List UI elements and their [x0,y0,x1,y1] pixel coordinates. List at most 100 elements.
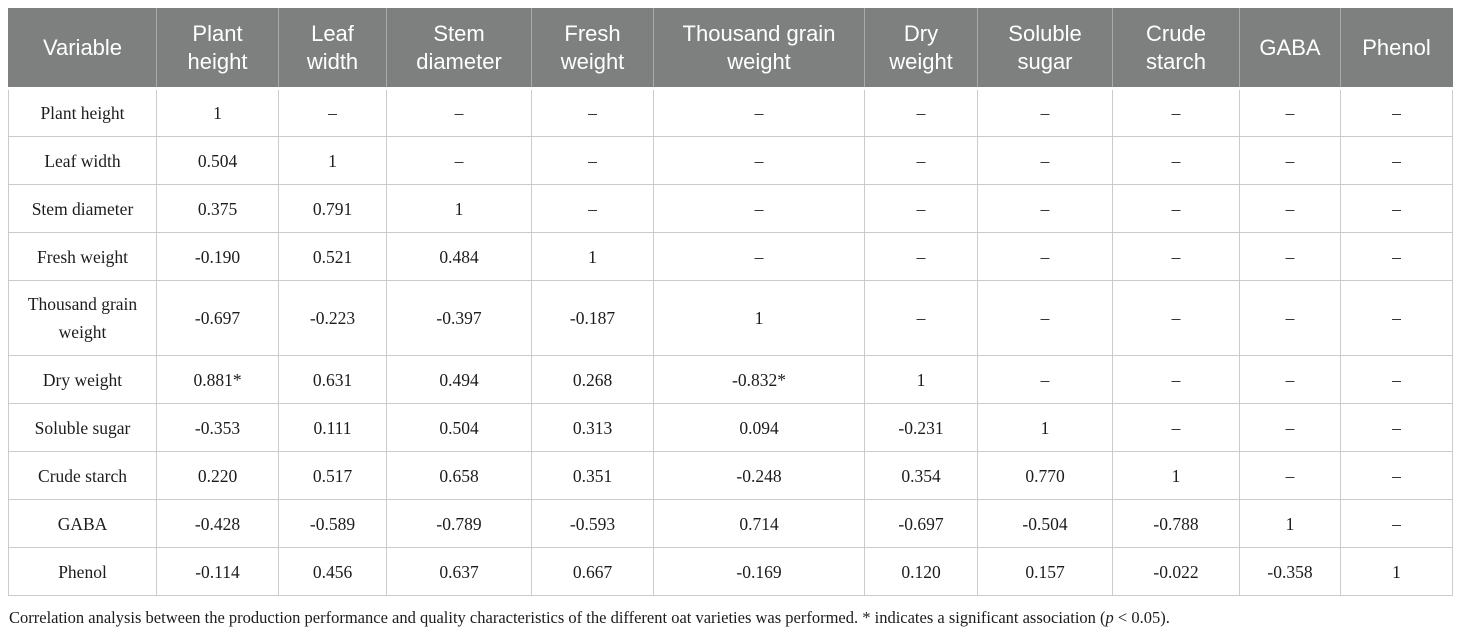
correlation-cell: 0.504 [156,136,279,185]
correlation-cell: – [1239,88,1341,137]
correlation-cell: – [1239,136,1341,185]
table-row: Thousand grain weight -0.697 -0.223 -0.397-… [8,280,1453,356]
correlation-cell: 0.770 [977,451,1113,500]
correlation-cell: – [531,88,654,137]
table-caption: Correlation analysis between the product… [9,607,1452,628]
table-row: Crude starch 0.220 0.517 0.658 0.351 -0.248 0.… [8,451,1453,500]
correlation-cell: – [977,184,1113,233]
correlation-cell: – [1340,88,1453,137]
correlation-cell: – [1340,232,1453,281]
correlation-cell: -0.358 [1239,547,1341,596]
correlation-cell: -0.022 [1112,547,1240,596]
correlation-cell: – [1239,280,1341,356]
correlation-cell: – [1112,136,1240,185]
correlation-cell: – [1340,280,1453,356]
correlation-cell: 0.637 [386,547,532,596]
correlation-cell: – [1239,451,1341,500]
correlation-cell: – [1112,403,1240,452]
caption-p-symbol: p [1105,608,1114,627]
correlation-cell: 1 [386,184,532,233]
correlation-cell: 0.631 [278,355,387,404]
correlation-cell: 0.521 [278,232,387,281]
correlation-cell: 0.094 [653,403,865,452]
correlation-cell: – [977,136,1113,185]
correlation-cell: 0.157 [977,547,1113,596]
correlation-cell: – [864,136,978,185]
correlation-cell: – [1239,184,1341,233]
correlation-cell: – [531,136,654,185]
correlation-cell: -0.248 [653,451,865,500]
correlation-cell: – [1340,403,1453,452]
correlation-cell: -0.697 [864,499,978,548]
correlation-cell: – [864,184,978,233]
table-row: Fresh weight -0.190 0.521 0.484 1– – – – – – [8,232,1453,281]
correlation-cell: – [864,232,978,281]
correlation-cell: 1 [1112,451,1240,500]
correlation-cell: – [653,136,865,185]
correlation-cell: – [1340,355,1453,404]
correlation-cell: 1 [1239,499,1341,548]
row-label-crude-starch: Crude starch [8,451,157,500]
correlation-cell: 0.658 [386,451,532,500]
table-row: Stem diameter 0.375 0.791 1– – – – – – – [8,184,1453,233]
table-row: Leaf width 0.504 1– – – – – – – – [8,136,1453,185]
correlation-cell: – [977,88,1113,137]
correlation-cell: -0.832* [653,355,865,404]
correlation-cell: 0.220 [156,451,279,500]
column-header-variable: Variable [8,8,157,90]
correlation-cell: – [386,88,532,137]
correlation-cell: 0.494 [386,355,532,404]
caption-text-end: < 0.05). [1113,608,1170,627]
correlation-cell: – [1112,280,1240,356]
correlation-cell: – [1340,184,1453,233]
correlation-cell: 0.881* [156,355,279,404]
table-body: Plant height 1– – – – – – – – – Leaf width 0.504 1– –… [8,88,1453,596]
correlation-cell: – [1112,355,1240,404]
correlation-cell: – [1239,232,1341,281]
table-row: Dry weight 0.881* 0.631 0.494 0.268 -0.832* 1–… [8,355,1453,404]
table-row: GABA -0.428 -0.589 -0.789 -0.593 0.714 -0.697-… [8,499,1453,548]
row-label-phenol: Phenol [8,547,157,596]
column-header-phenol: Phenol [1340,8,1453,90]
correlation-cell: 1 [1340,547,1453,596]
correlation-cell: 0.456 [278,547,387,596]
correlation-cell: -0.504 [977,499,1113,548]
correlation-cell: 0.667 [531,547,654,596]
correlation-cell: -0.697 [156,280,279,356]
correlation-cell: – [864,88,978,137]
correlation-cell: – [977,232,1113,281]
correlation-cell: – [653,232,865,281]
correlation-cell: -0.223 [278,280,387,356]
correlation-cell: – [278,88,387,137]
row-label-soluble-sugar: Soluble sugar [8,403,157,452]
correlation-cell: -0.428 [156,499,279,548]
correlation-cell: – [1340,136,1453,185]
correlation-cell: 1 [531,232,654,281]
correlation-cell: – [653,88,865,137]
correlation-cell: 1 [977,403,1113,452]
correlation-cell: 0.504 [386,403,532,452]
correlation-cell: 1 [864,355,978,404]
correlation-cell: – [1239,355,1341,404]
correlation-cell: 0.517 [278,451,387,500]
correlation-cell: – [1340,451,1453,500]
row-label-fresh-weight: Fresh weight [8,232,157,281]
correlation-cell: – [386,136,532,185]
correlation-table: Variable Plant height Leaf width Stem diame… [8,8,1453,596]
correlation-cell: 0.351 [531,451,654,500]
correlation-cell: – [1340,499,1453,548]
correlation-cell: 0.120 [864,547,978,596]
correlation-cell: -0.353 [156,403,279,452]
correlation-cell: 0.268 [531,355,654,404]
table-row: Phenol -0.114 0.456 0.637 0.667 -0.169 0.120 0.… [8,547,1453,596]
column-header-fresh-weight: Fresh weight [531,8,654,90]
column-header-soluble-sugar: Soluble sugar [977,8,1113,90]
correlation-cell: – [1112,88,1240,137]
correlation-cell: 1 [156,88,279,137]
correlation-cell: -0.231 [864,403,978,452]
column-header-thousand-grain-weight: Thousand grain weight [653,8,865,90]
row-label-plant-height: Plant height [8,88,157,137]
column-header-dry-weight: Dry weight [864,8,978,90]
row-label-thousand-grain-weight: Thousand grain weight [8,280,157,356]
